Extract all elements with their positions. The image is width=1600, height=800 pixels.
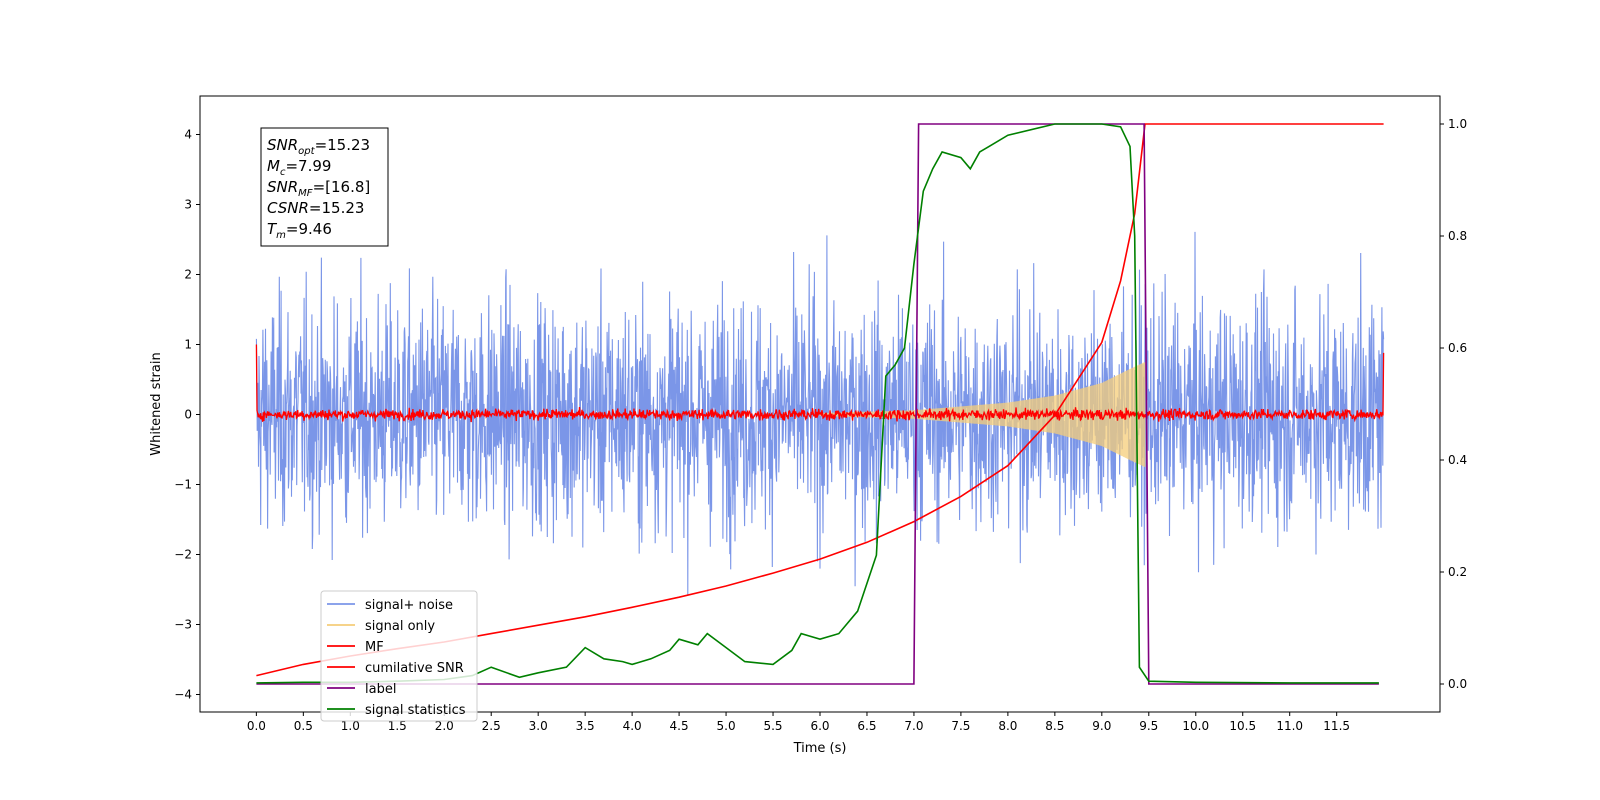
x-tick-label: 0.5 <box>294 719 313 733</box>
x-tick-label: 7.5 <box>951 719 970 733</box>
x-axis-label: Time (s) <box>793 741 847 756</box>
x-tick-label: 11.0 <box>1276 719 1303 733</box>
x-tick-label: 3.0 <box>529 719 548 733</box>
stats-annotation-box: SNRopt=15.23Mc=7.99SNRMF=[16.8]CSNR=15.2… <box>260 127 389 247</box>
legend-label: cumilative SNR <box>365 661 464 676</box>
y-left-tick-label: −2 <box>174 548 192 562</box>
x-tick-label: 4.0 <box>623 719 642 733</box>
annotation-line: Tm=9.46 <box>267 220 332 241</box>
y-left-tick-label: 3 <box>184 198 192 212</box>
y-left-tick-label: −1 <box>174 478 192 492</box>
x-tick-label: 7.0 <box>904 719 923 733</box>
y-right-tick-label: 1.0 <box>1448 117 1467 131</box>
y-left-tick-label: −3 <box>174 618 192 632</box>
x-tick-label: 6.0 <box>810 719 829 733</box>
series-label-line <box>256 123 1379 685</box>
x-tick-label: 2.5 <box>482 719 501 733</box>
x-tick-label: 5.5 <box>763 719 782 733</box>
x-tick-label: 6.5 <box>857 719 876 733</box>
annotation-frame <box>260 127 389 247</box>
legend-label: MF <box>365 640 384 655</box>
y-left-tick-label: −4 <box>174 688 192 702</box>
legend-label: signal+ noise <box>365 598 453 613</box>
y-left-tick-label: 2 <box>184 268 192 282</box>
y-right-tick-label: 0.2 <box>1448 565 1467 579</box>
x-tick-label: 2.0 <box>435 719 454 733</box>
annotation-line: SNRMF=[16.8] <box>267 178 370 199</box>
y-left-tick-label: 1 <box>184 338 192 352</box>
series-signal-only-line <box>819 362 1146 468</box>
legend-label: signal only <box>365 619 435 634</box>
series-signal-noise-line <box>255 231 1385 595</box>
x-tick-label: 4.5 <box>670 719 689 733</box>
x-tick-label: 0.0 <box>247 719 266 733</box>
y-right-tick-label: 0.8 <box>1448 229 1467 243</box>
x-tick-label: 9.5 <box>1139 719 1158 733</box>
legend-frame <box>320 590 478 722</box>
x-tick-label: 8.5 <box>1045 719 1064 733</box>
y-axis-left-ticks: 4 3 2 1 0 −1 −2 −3 −4 <box>174 128 200 702</box>
y-right-tick-label: 0.6 <box>1448 341 1467 355</box>
series-signal-statistics-line <box>256 123 1379 684</box>
annotation-line: Mc=7.99 <box>267 157 331 178</box>
y-right-tick-label: 0.0 <box>1448 677 1467 691</box>
x-tick-label: 5.0 <box>717 719 736 733</box>
y-axis-right-ticks: 1.0 0.8 0.6 0.4 0.2 0.0 <box>1440 117 1467 691</box>
x-tick-label: 1.5 <box>388 719 407 733</box>
x-tick-label: 11.5 <box>1323 719 1350 733</box>
legend-label: signal statistics <box>365 703 466 718</box>
x-tick-label: 10.5 <box>1229 719 1256 733</box>
x-tick-label: 10.0 <box>1182 719 1209 733</box>
annotation-line: CSNR=15.23 <box>267 199 364 217</box>
legend-label: label <box>365 682 396 697</box>
x-tick-label: 3.5 <box>576 719 595 733</box>
x-tick-label: 9.0 <box>1092 719 1111 733</box>
y-right-tick-label: 0.4 <box>1448 453 1467 467</box>
x-tick-label: 1.0 <box>341 719 360 733</box>
y-left-tick-label: 4 <box>184 128 192 142</box>
y-axis-label: Whitened strain <box>149 352 164 455</box>
y-left-tick-label: 0 <box>184 408 192 422</box>
x-tick-label: 8.0 <box>998 719 1017 733</box>
series-mf-line <box>255 344 1385 423</box>
annotation-line: SNRopt=15.23 <box>267 136 370 157</box>
legend: signal+ noise signal only MF cumilative SNR… <box>320 590 478 722</box>
x-axis-ticks: 0.0 0.5 1.0 1.5 2.0 2.5 3.0 3.5 4.0 4.5 5.0 5.5 6.0 6… <box>247 712 1350 733</box>
